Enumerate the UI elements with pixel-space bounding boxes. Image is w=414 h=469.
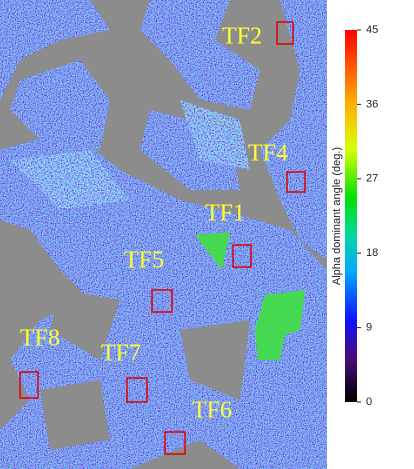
target-label: TF1 bbox=[205, 201, 245, 227]
tick-label: 45 bbox=[366, 24, 378, 36]
target-label: TF4 bbox=[248, 141, 288, 167]
target-box bbox=[151, 289, 173, 313]
target-box bbox=[19, 371, 39, 399]
colorbar bbox=[345, 30, 357, 402]
target-box bbox=[126, 377, 148, 403]
target-label: TF6 bbox=[192, 398, 232, 424]
target-label: TF5 bbox=[124, 248, 164, 274]
tick-label: 36 bbox=[366, 98, 378, 110]
target-box bbox=[164, 431, 186, 455]
target-box bbox=[276, 21, 294, 45]
target-boxes bbox=[19, 21, 306, 455]
tick-label: 27 bbox=[366, 173, 378, 185]
tick-label: 9 bbox=[366, 322, 372, 334]
colorbar-title: Alpha dominant angle (deg.) bbox=[331, 147, 343, 285]
target-box bbox=[232, 244, 252, 268]
target-label: TF8 bbox=[20, 326, 60, 352]
target-label: TF7 bbox=[101, 341, 141, 367]
target-label: TF2 bbox=[222, 24, 262, 50]
tick-label: 0 bbox=[366, 396, 372, 408]
map bbox=[0, 0, 327, 469]
tick-label: 18 bbox=[366, 247, 378, 259]
target-box bbox=[286, 171, 306, 193]
